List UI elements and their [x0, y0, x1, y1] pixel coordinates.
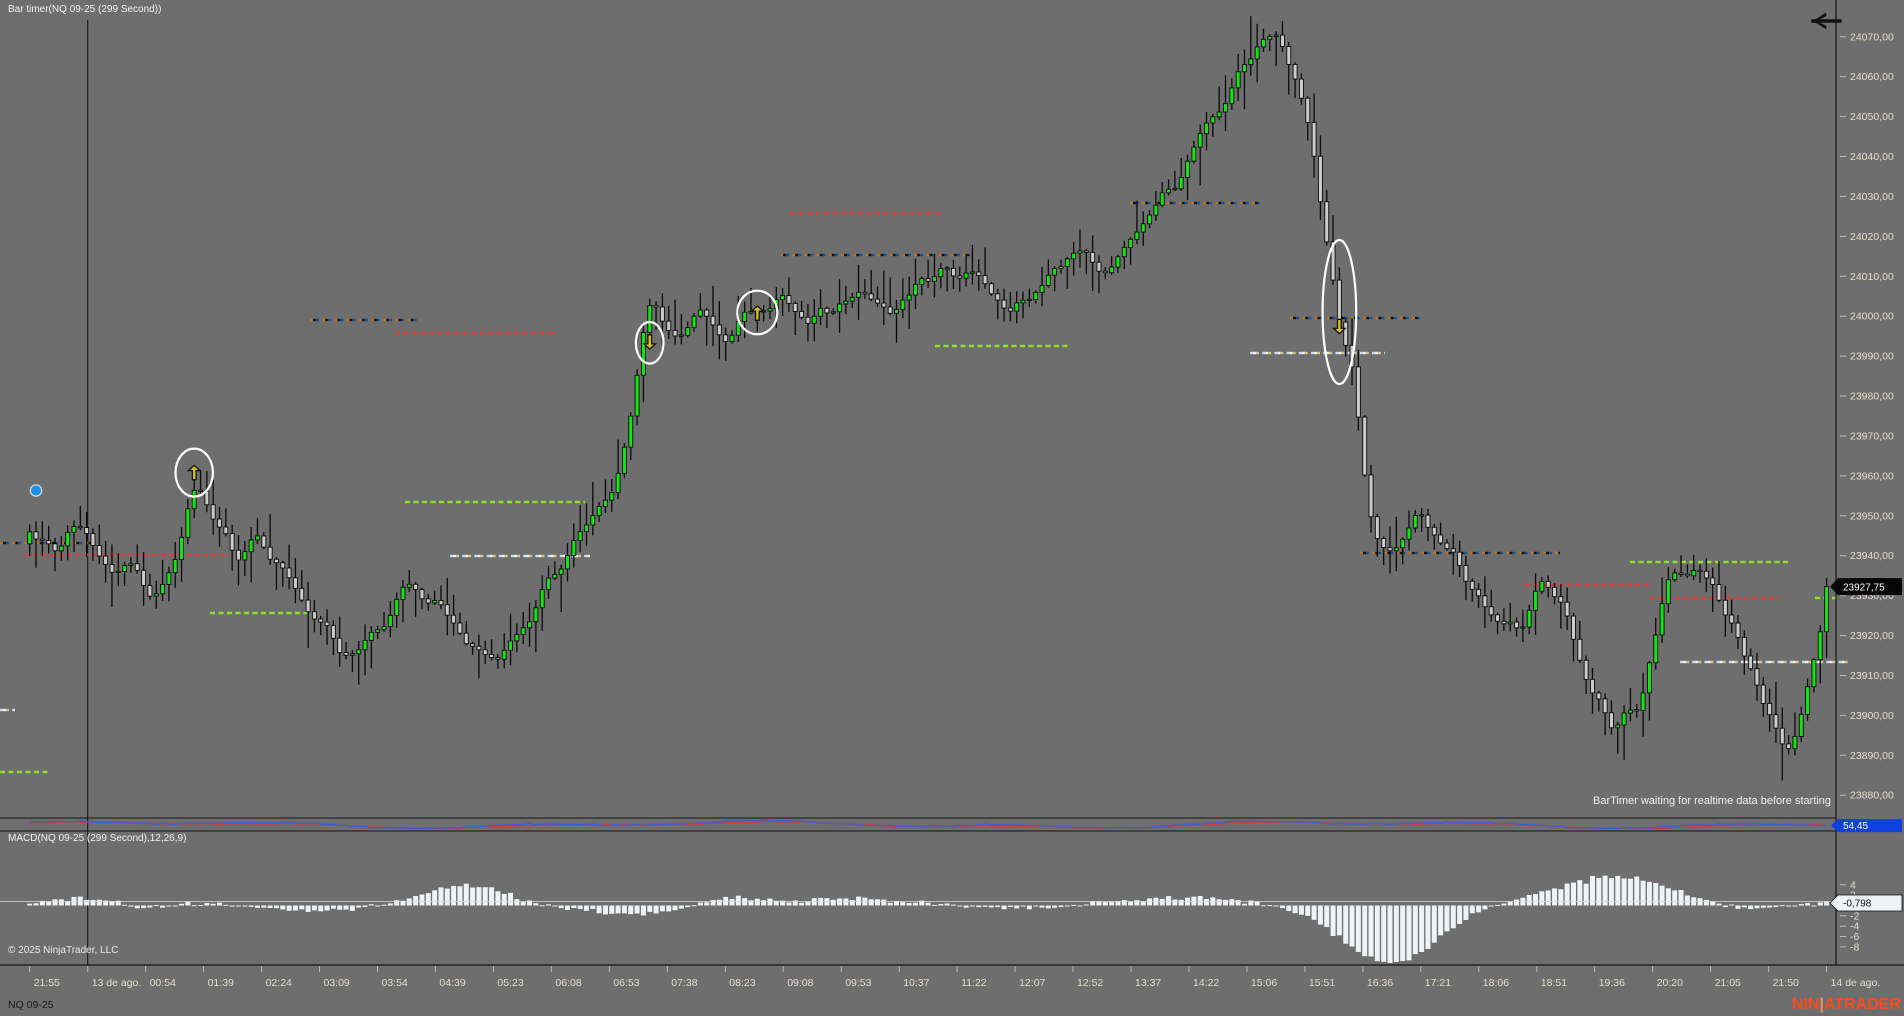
svg-text:20:20: 20:20 [1657, 977, 1683, 989]
svg-text:13:37: 13:37 [1135, 977, 1161, 989]
svg-text:07:38: 07:38 [671, 977, 697, 989]
svg-text:05:23: 05:23 [497, 977, 523, 989]
svg-text:10:37: 10:37 [903, 977, 929, 989]
svg-text:23970,00: 23970,00 [1850, 431, 1894, 443]
svg-text:24020,00: 24020,00 [1850, 231, 1894, 243]
svg-text:23890,00: 23890,00 [1850, 750, 1894, 762]
svg-text:15:51: 15:51 [1309, 977, 1335, 989]
svg-text:23927,75: 23927,75 [1843, 582, 1885, 593]
svg-text:-0,798: -0,798 [1843, 899, 1872, 910]
svg-text:24050,00: 24050,00 [1850, 111, 1894, 123]
svg-text:13 de ago.: 13 de ago. [92, 977, 142, 989]
svg-text:21:50: 21:50 [1773, 977, 1799, 989]
svg-text:11:22: 11:22 [961, 977, 987, 989]
svg-text:21:05: 21:05 [1715, 977, 1741, 989]
svg-text:09:53: 09:53 [845, 977, 871, 989]
svg-text:16:36: 16:36 [1367, 977, 1393, 989]
svg-text:00:54: 00:54 [150, 977, 176, 989]
svg-text:03:54: 03:54 [382, 977, 408, 989]
svg-text:01:39: 01:39 [208, 977, 234, 989]
svg-text:23950,00: 23950,00 [1850, 510, 1894, 522]
svg-text:23990,00: 23990,00 [1850, 351, 1894, 363]
svg-text:12:07: 12:07 [1019, 977, 1045, 989]
svg-text:23920,00: 23920,00 [1850, 630, 1894, 642]
svg-text:17:21: 17:21 [1425, 977, 1451, 989]
svg-text:NQ 09-25: NQ 09-25 [8, 999, 54, 1011]
svg-text:23900,00: 23900,00 [1850, 710, 1894, 722]
svg-text:54,45: 54,45 [1843, 821, 1868, 832]
svg-text:15:06: 15:06 [1251, 977, 1277, 989]
svg-text:24060,00: 24060,00 [1850, 71, 1894, 83]
svg-text:BarTimer waiting for realtime: BarTimer waiting for realtime data befor… [1593, 795, 1831, 807]
svg-text:06:08: 06:08 [555, 977, 581, 989]
svg-text:23980,00: 23980,00 [1850, 391, 1894, 403]
svg-text:-8: -8 [1850, 941, 1859, 953]
svg-text:23960,00: 23960,00 [1850, 470, 1894, 482]
svg-text:02:24: 02:24 [266, 977, 292, 989]
svg-text:18:51: 18:51 [1541, 977, 1567, 989]
svg-text:23880,00: 23880,00 [1850, 790, 1894, 802]
svg-text:14 de ago.: 14 de ago. [1831, 977, 1881, 989]
svg-text:14:22: 14:22 [1193, 977, 1219, 989]
svg-text:18:06: 18:06 [1483, 977, 1509, 989]
svg-text:24040,00: 24040,00 [1850, 151, 1894, 163]
svg-text:21:55: 21:55 [34, 977, 60, 989]
svg-text:24070,00: 24070,00 [1850, 31, 1894, 43]
svg-text:24030,00: 24030,00 [1850, 191, 1894, 203]
svg-text:03:09: 03:09 [324, 977, 350, 989]
svg-text:04:39: 04:39 [439, 977, 465, 989]
svg-text:06:53: 06:53 [613, 977, 639, 989]
svg-text:MACD(NQ 09-25 (299 Second),12,: MACD(NQ 09-25 (299 Second),12,26,9) [8, 833, 186, 844]
svg-text:Bar timer(NQ 09-25 (299 Second: Bar timer(NQ 09-25 (299 Second)) [8, 4, 161, 15]
svg-text:23910,00: 23910,00 [1850, 670, 1894, 682]
svg-text:09:08: 09:08 [787, 977, 813, 989]
svg-text:23940,00: 23940,00 [1850, 550, 1894, 562]
svg-text:24000,00: 24000,00 [1850, 311, 1894, 323]
svg-text:NIN|ATRADER: NIN|ATRADER [1792, 996, 1902, 1013]
svg-text:12:52: 12:52 [1077, 977, 1103, 989]
svg-text:19:36: 19:36 [1599, 977, 1625, 989]
svg-text:08:23: 08:23 [729, 977, 755, 989]
svg-text:24010,00: 24010,00 [1850, 271, 1894, 283]
svg-text:© 2025 NinjaTrader, LLC: © 2025 NinjaTrader, LLC [8, 945, 118, 956]
